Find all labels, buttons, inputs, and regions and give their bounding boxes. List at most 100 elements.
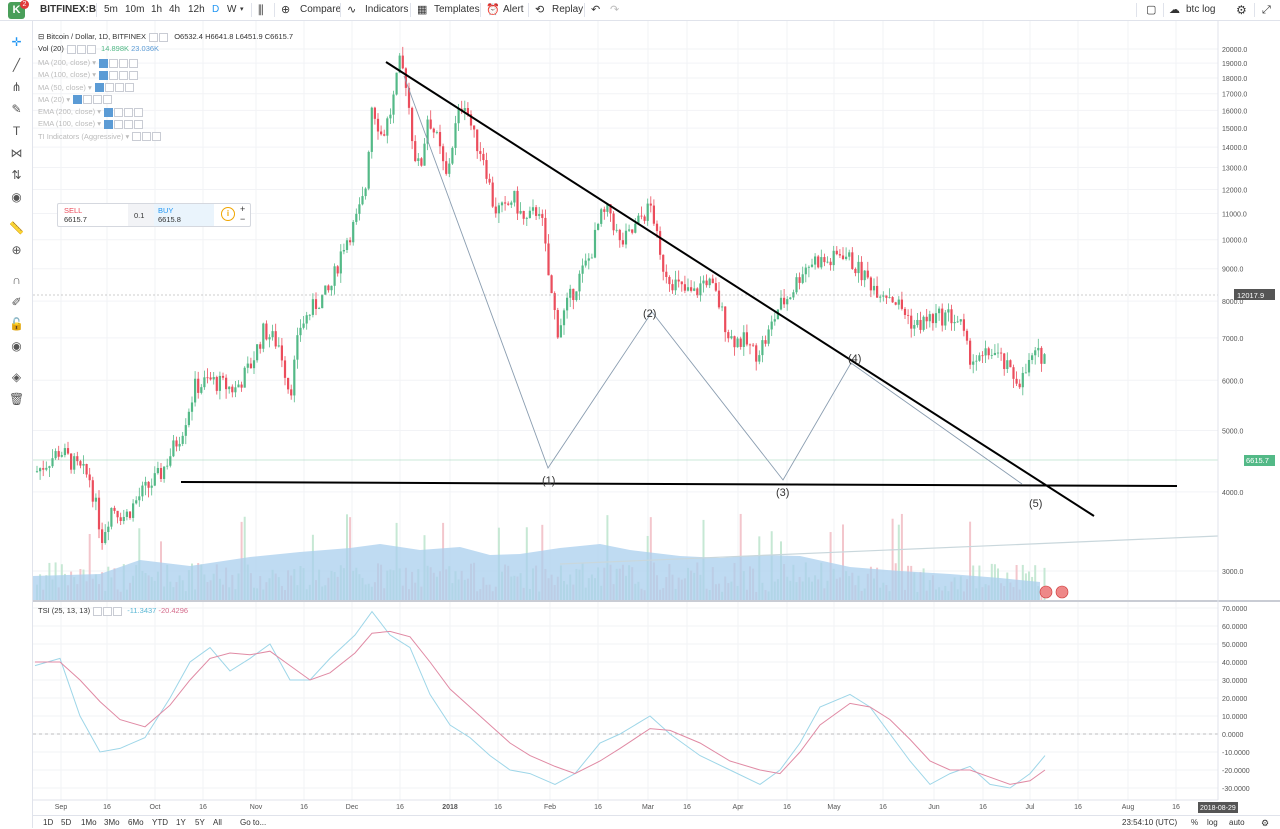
magnet-icon[interactable]: ∩ bbox=[12, 273, 21, 287]
wave-label-2[interactable]: (2) bbox=[643, 308, 656, 320]
prediction-icon[interactable]: ⇅ bbox=[11, 168, 22, 182]
symbol-search[interactable]: BITFINEX:B bbox=[40, 4, 97, 15]
redo-icon[interactable]: ↷ bbox=[610, 4, 620, 16]
range-all[interactable]: All bbox=[213, 818, 222, 827]
wave-label-4[interactable]: (4) bbox=[848, 353, 861, 365]
close-icon[interactable] bbox=[86, 44, 96, 54]
pencil-lock-icon[interactable]: ✐ bbox=[11, 295, 22, 309]
log-toggle[interactable]: log bbox=[1207, 818, 1218, 827]
legend-button[interactable] bbox=[159, 32, 169, 42]
eye-icon[interactable] bbox=[66, 44, 76, 54]
candle-body bbox=[339, 251, 342, 274]
wave-label-3[interactable]: (3) bbox=[776, 487, 789, 499]
close-icon[interactable] bbox=[113, 606, 123, 616]
gear-icon[interactable] bbox=[76, 44, 86, 54]
wave-label-1[interactable]: (1) bbox=[542, 475, 555, 487]
chart-area[interactable]: (1) (2) (3) (4) (5) 20000.0 19000.0 18000.… bbox=[33, 21, 1280, 815]
collapse-legend-icon[interactable]: ⊟ bbox=[38, 32, 45, 41]
zoom-in-icon[interactable]: ⊕ bbox=[11, 243, 22, 257]
price-tick-label: 18000.0 bbox=[1222, 76, 1247, 83]
candle-body bbox=[184, 425, 187, 436]
candle-body bbox=[178, 443, 181, 447]
gear-icon[interactable] bbox=[103, 606, 113, 616]
expand-icon[interactable]: ⤢ bbox=[1262, 4, 1271, 16]
interval-w[interactable]: W bbox=[227, 4, 237, 15]
ruler-icon[interactable]: 📏 bbox=[9, 221, 24, 235]
indicator-item[interactable]: EMA (100, close) ▾ bbox=[38, 118, 161, 130]
sell-label[interactable]: SELL bbox=[64, 206, 83, 215]
candle-body bbox=[810, 264, 814, 267]
percent-toggle[interactable]: % bbox=[1191, 818, 1199, 827]
auto-toggle[interactable]: auto bbox=[1229, 818, 1245, 827]
price-tick-label: 6000.0 bbox=[1222, 378, 1244, 385]
buy-price[interactable]: 6615.8 bbox=[158, 215, 181, 224]
text-icon[interactable]: T bbox=[12, 124, 21, 138]
indicator-item[interactable]: TI Indicators (Aggressive) ▾ bbox=[38, 131, 162, 143]
price-axis: 20000.0 19000.0 18000.0 17000.0 16000.0 15000… bbox=[1222, 47, 1247, 576]
range-ytd[interactable]: YTD bbox=[152, 818, 168, 827]
time-tick-label: 16 bbox=[1172, 804, 1180, 811]
candles-icon[interactable]: ⫼ bbox=[258, 3, 264, 17]
range-5d[interactable]: 5D bbox=[61, 818, 72, 827]
plus-button[interactable]: + bbox=[240, 204, 246, 214]
trash-icon[interactable]: 🗑 bbox=[9, 392, 25, 406]
chevron-down-icon[interactable]: ▾ bbox=[240, 6, 244, 13]
indicators-button[interactable]: Indicators bbox=[365, 4, 409, 15]
candle-body bbox=[783, 297, 786, 305]
range-1d[interactable]: 1D bbox=[43, 818, 54, 827]
candle-body bbox=[367, 151, 370, 189]
lock-icon[interactable]: 🔓 bbox=[9, 317, 24, 331]
wave-label-5[interactable]: (5) bbox=[1029, 498, 1042, 510]
candle-body bbox=[708, 278, 711, 286]
fullscreen-square-icon[interactable]: ▢ bbox=[1146, 4, 1157, 16]
interval-10m[interactable]: 10m bbox=[125, 4, 145, 15]
range-5y[interactable]: 5Y bbox=[195, 818, 205, 827]
indicator-item[interactable]: MA (100, close) ▾ bbox=[38, 69, 161, 81]
sell-price[interactable]: 6615.7 bbox=[64, 215, 87, 224]
interval-5m[interactable]: 5m bbox=[104, 4, 118, 15]
alert-button[interactable]: Alert bbox=[503, 4, 524, 15]
goto-button[interactable]: Go to... bbox=[240, 818, 267, 827]
interval-4h[interactable]: 4h bbox=[169, 4, 181, 15]
gear-icon[interactable]: ⚙ bbox=[1261, 818, 1270, 828]
legend-button[interactable] bbox=[149, 32, 159, 42]
interval-12h[interactable]: 12h bbox=[188, 4, 205, 15]
eye-icon[interactable] bbox=[93, 606, 103, 616]
shapes-icon[interactable]: ◉ bbox=[11, 190, 22, 204]
layers-icon[interactable]: ◈ bbox=[11, 370, 22, 384]
crosshair-icon[interactable]: ✛ bbox=[11, 35, 22, 49]
indicator-item[interactable]: MA (20) ▾ bbox=[38, 94, 161, 106]
compare-button[interactable]: Compare bbox=[300, 4, 342, 15]
pitchfork-icon[interactable]: ⋔ bbox=[11, 80, 22, 94]
indicator-item[interactable]: EMA (200, close) ▾ bbox=[38, 106, 161, 118]
candle-body bbox=[376, 118, 380, 132]
interval-d[interactable]: D bbox=[212, 4, 220, 15]
pattern-icon[interactable]: ⋈ bbox=[10, 146, 23, 160]
brush-icon[interactable]: ✎ bbox=[11, 102, 22, 116]
range-3mo[interactable]: 3Mo bbox=[104, 818, 120, 827]
candle-body bbox=[252, 360, 256, 369]
candle-body bbox=[420, 158, 423, 166]
indicator-item[interactable]: MA (200, close) ▾ bbox=[38, 57, 161, 69]
replay-button[interactable]: Replay bbox=[552, 4, 584, 15]
trend-line-icon[interactable]: ╱ bbox=[12, 58, 21, 72]
templates-button[interactable]: Templates bbox=[434, 4, 480, 15]
gear-icon[interactable]: ⚙ bbox=[1236, 3, 1247, 17]
layout-name[interactable]: btc log bbox=[1186, 4, 1216, 15]
range-1y[interactable]: 1Y bbox=[176, 818, 186, 827]
minus-button[interactable]: − bbox=[240, 214, 246, 224]
candle-body bbox=[500, 202, 504, 206]
candle-body bbox=[1031, 355, 1034, 360]
candle-body bbox=[928, 314, 931, 322]
candle-body bbox=[838, 254, 841, 256]
quantity-input[interactable]: 0.1 bbox=[134, 211, 145, 220]
candle-body bbox=[804, 267, 807, 275]
undo-icon[interactable]: ↶ bbox=[591, 4, 601, 16]
indicator-item[interactable]: MA (50, close) ▾ bbox=[38, 82, 161, 94]
interval-1h[interactable]: 1h bbox=[151, 4, 163, 15]
eye-icon[interactable]: ◉ bbox=[11, 339, 22, 353]
range-6mo[interactable]: 6Mo bbox=[128, 818, 144, 827]
range-1mo[interactable]: 1Mo bbox=[81, 818, 97, 827]
buy-label[interactable]: BUY bbox=[158, 206, 174, 215]
info-icon[interactable]: i bbox=[221, 207, 235, 221]
